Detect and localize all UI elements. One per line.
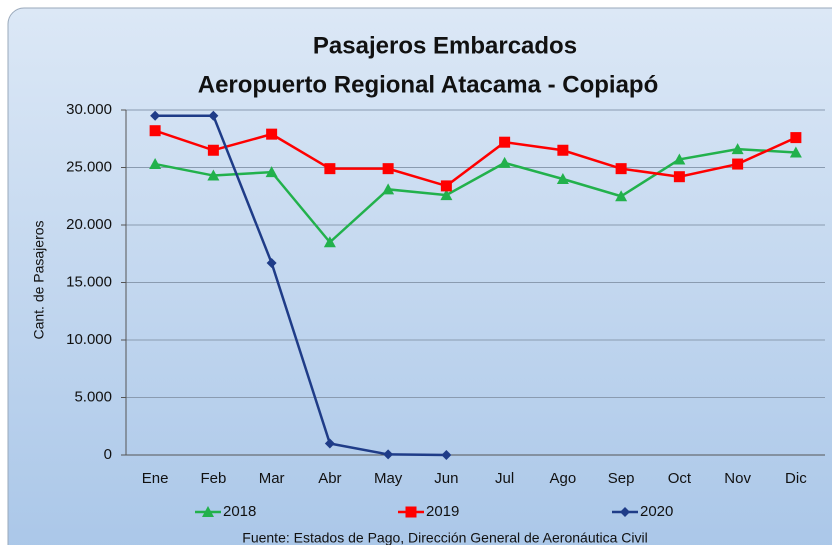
y-tick-label: 15.000 xyxy=(66,273,112,290)
y-axis-label: Cant. de Pasajeros xyxy=(31,220,47,339)
x-tick-label: Nov xyxy=(724,470,751,487)
point xyxy=(265,166,278,178)
chart-background xyxy=(7,7,832,545)
point xyxy=(615,190,628,202)
point xyxy=(149,158,162,170)
legend-marker xyxy=(405,506,417,518)
series-line xyxy=(154,147,796,245)
point xyxy=(790,132,802,144)
source: Fuente: Estados de Pago, Dirección Gener… xyxy=(242,530,647,545)
point xyxy=(673,153,686,165)
point xyxy=(615,163,627,175)
point xyxy=(324,163,336,175)
y-tick-label: 0 xyxy=(104,446,112,463)
point xyxy=(440,180,452,192)
point xyxy=(383,449,394,460)
chart-title: Pasajeros Embarcados xyxy=(313,32,577,59)
x-tick-label: Ene xyxy=(142,470,169,487)
point xyxy=(207,169,220,181)
x-tick-label: Dic xyxy=(785,470,807,487)
series-line xyxy=(154,129,797,188)
point xyxy=(556,173,569,184)
y-tick-label: 25.000 xyxy=(66,158,112,175)
point xyxy=(789,146,802,158)
point xyxy=(208,110,219,121)
x-tick-label: May xyxy=(374,470,403,487)
x-tick-label: Jun xyxy=(434,470,458,487)
x-tick-label: Mar xyxy=(259,470,285,487)
point xyxy=(150,110,161,121)
x-tick-label: Feb xyxy=(200,470,226,487)
point xyxy=(324,438,335,449)
point xyxy=(673,171,685,183)
point xyxy=(732,158,744,170)
point xyxy=(149,125,161,137)
y-tick-label: 20.000 xyxy=(66,216,112,233)
point xyxy=(207,144,219,156)
legend-marker xyxy=(620,507,630,517)
x-tick-label: Ago xyxy=(550,470,577,487)
point xyxy=(498,156,511,168)
point xyxy=(731,143,744,155)
point xyxy=(499,136,511,148)
point xyxy=(266,257,277,268)
x-tick-label: Oct xyxy=(668,470,692,487)
point xyxy=(440,189,453,201)
chart-subtitle: Aeropuerto Regional Atacama - Copiapó xyxy=(198,71,659,98)
point xyxy=(382,163,394,175)
point xyxy=(441,450,452,460)
legend-label: 2020 xyxy=(640,503,673,520)
y-tick-label: 5.000 xyxy=(74,388,112,405)
point xyxy=(557,144,569,156)
point xyxy=(323,236,336,248)
x-tick-label: Abr xyxy=(318,470,341,487)
x-tick-label: Jul xyxy=(495,470,514,487)
point xyxy=(382,183,395,195)
point xyxy=(266,128,278,140)
legend-marker xyxy=(202,506,214,517)
y-tick-label: 10.000 xyxy=(66,331,112,348)
legend-label: 2019 xyxy=(426,503,459,520)
y-tick-label: 30.000 xyxy=(66,101,112,118)
x-tick-label: Sep xyxy=(608,470,635,487)
legend-label: 2018 xyxy=(223,503,256,520)
series-line xyxy=(155,114,447,457)
